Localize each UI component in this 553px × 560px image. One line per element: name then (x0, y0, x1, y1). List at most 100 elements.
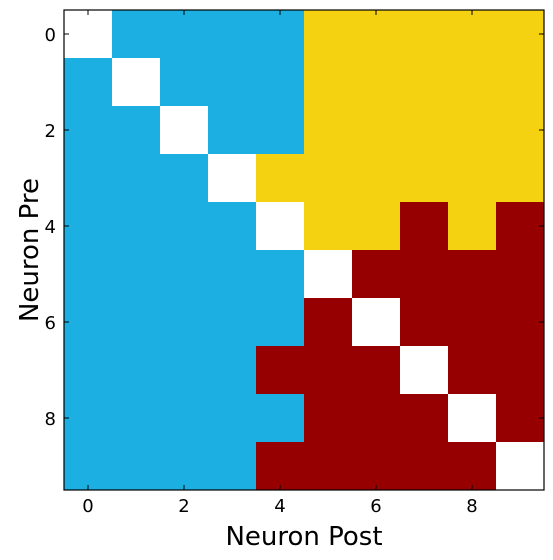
heatmap-cell-r4-c6 (352, 202, 401, 251)
heatmap-cell-r8-c6 (352, 394, 401, 443)
heatmap-cell-r7-c0 (64, 346, 113, 395)
heatmap-cell-r3-c2 (160, 154, 209, 203)
heatmap-cell-r2-c8 (448, 106, 497, 155)
heatmap-cell-r9-c5 (304, 442, 353, 491)
heatmap-cell-r0-c6 (352, 10, 401, 59)
heatmap-cell-r8-c3 (208, 394, 257, 443)
axis-ticks: 0 2 4 6 8 0 2 4 6 8 (45, 10, 544, 517)
y-tick-label-0: 0 (45, 25, 56, 46)
heatmap-cell-r7-c5 (304, 346, 353, 395)
heatmap-cell-r8-c0 (64, 394, 113, 443)
heatmap-cell-r9-c3 (208, 442, 257, 491)
x-tick-label-8: 8 (466, 496, 477, 517)
heatmap-cell-r4-c3 (208, 202, 257, 251)
x-axis-label: Neuron Post (225, 522, 382, 552)
heatmap-cell-r1-c8 (448, 58, 497, 107)
heatmap-cell-r3-c8 (448, 154, 497, 203)
heatmap-cell-r6-c9 (496, 298, 545, 347)
heatmap-cell-r4-c1 (112, 202, 161, 251)
heatmap-cell-r6-c5 (304, 298, 353, 347)
heatmap-cell-r2-c3 (208, 106, 257, 155)
heatmap-cell-r5-c3 (208, 250, 257, 299)
heatmap-cell-r4-c5 (304, 202, 353, 251)
heatmap-cell-r5-c2 (160, 250, 209, 299)
heatmap-cell-r2-c7 (400, 106, 449, 155)
heatmap-cell-r6-c0 (64, 298, 113, 347)
heatmap-cell-r6-c7 (400, 298, 449, 347)
heatmap-cell-r5-c0 (64, 250, 113, 299)
heatmap-cell-r9-c2 (160, 442, 209, 491)
heatmap-cell-r1-c1 (112, 58, 161, 107)
heatmap-cell-r1-c3 (208, 58, 257, 107)
heatmap-cell-r0-c0 (64, 10, 113, 59)
x-tick-label-2: 2 (178, 496, 189, 517)
heatmap-cell-r1-c5 (304, 58, 353, 107)
heatmap-cell-r2-c0 (64, 106, 113, 155)
heatmap-cell-r2-c5 (304, 106, 353, 155)
y-axis-label: Neuron Pre (15, 178, 45, 322)
heatmap-cell-r1-c6 (352, 58, 401, 107)
heatmap-cell-r8-c8 (448, 394, 497, 443)
y-tick-label-8: 8 (45, 409, 56, 430)
heatmap-cell-r5-c7 (400, 250, 449, 299)
heatmap-cell-r6-c2 (160, 298, 209, 347)
heatmap-cell-r3-c3 (208, 154, 257, 203)
heatmap-cell-r7-c6 (352, 346, 401, 395)
heatmap-cell-r4-c0 (64, 202, 113, 251)
heatmap-cell-r3-c0 (64, 154, 113, 203)
heatmap-cell-r9-c9 (496, 442, 545, 491)
heatmap-cell-r8-c4 (256, 394, 305, 443)
heatmap-cell-r3-c5 (304, 154, 353, 203)
heatmap-cell-r8-c1 (112, 394, 161, 443)
x-tick-label-4: 4 (274, 496, 285, 517)
heatmap-cell-r0-c1 (112, 10, 161, 59)
heatmap-cell-r0-c9 (496, 10, 545, 59)
heatmap-cell-r0-c8 (448, 10, 497, 59)
heatmap-cell-r4-c2 (160, 202, 209, 251)
heatmap-cell-r7-c8 (448, 346, 497, 395)
heatmap-cell-r7-c9 (496, 346, 545, 395)
x-tick-label-0: 0 (82, 496, 93, 517)
heatmap-cell-r2-c2 (160, 106, 209, 155)
heatmap-cell-r2-c4 (256, 106, 305, 155)
heatmap-cell-r6-c6 (352, 298, 401, 347)
heatmap-cell-r3-c9 (496, 154, 545, 203)
heatmap-cell-r5-c5 (304, 250, 353, 299)
heatmap-cell-r2-c9 (496, 106, 545, 155)
heatmap-cell-r9-c8 (448, 442, 497, 491)
heatmap-cell-r6-c1 (112, 298, 161, 347)
heatmap-cells (64, 10, 545, 491)
heatmap-cell-r5-c4 (256, 250, 305, 299)
heatmap-cell-r1-c9 (496, 58, 545, 107)
heatmap-cell-r7-c4 (256, 346, 305, 395)
heatmap-cell-r7-c2 (160, 346, 209, 395)
heatmap-cell-r7-c3 (208, 346, 257, 395)
heatmap-cell-r1-c2 (160, 58, 209, 107)
heatmap-cell-r8-c2 (160, 394, 209, 443)
y-tick-label-4: 4 (45, 217, 56, 238)
heatmap-cell-r9-c0 (64, 442, 113, 491)
heatmap-cell-r0-c4 (256, 10, 305, 59)
heatmap-cell-r3-c7 (400, 154, 449, 203)
heatmap-cell-r2-c1 (112, 106, 161, 155)
heatmap-cell-r4-c8 (448, 202, 497, 251)
heatmap-cell-r6-c4 (256, 298, 305, 347)
heatmap-cell-r9-c1 (112, 442, 161, 491)
heatmap-cell-r8-c5 (304, 394, 353, 443)
heatmap-cell-r2-c6 (352, 106, 401, 155)
heatmap-cell-r4-c7 (400, 202, 449, 251)
heatmap-cell-r7-c1 (112, 346, 161, 395)
heatmap-cell-r8-c9 (496, 394, 545, 443)
heatmap-cell-r0-c2 (160, 10, 209, 59)
heatmap-cell-r0-c5 (304, 10, 353, 59)
heatmap-cell-r0-c7 (400, 10, 449, 59)
heatmap-cell-r9-c6 (352, 442, 401, 491)
heatmap-cell-r5-c6 (352, 250, 401, 299)
x-tick-label-6: 6 (370, 496, 381, 517)
heatmap-cell-r5-c1 (112, 250, 161, 299)
heatmap-cell-r9-c7 (400, 442, 449, 491)
heatmap-cell-r4-c4 (256, 202, 305, 251)
heatmap-cell-r3-c1 (112, 154, 161, 203)
heatmap-cell-r7-c7 (400, 346, 449, 395)
y-tick-label-6: 6 (45, 313, 56, 334)
